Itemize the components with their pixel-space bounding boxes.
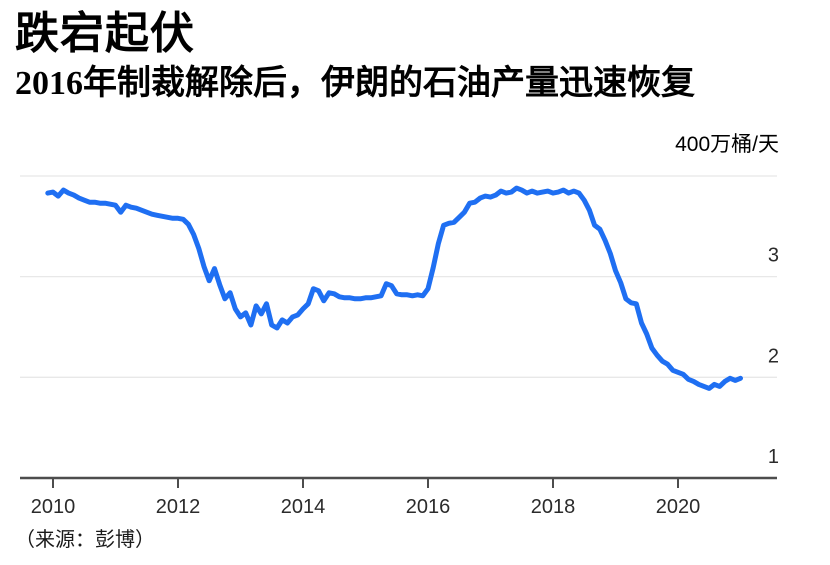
y-axis-tick-label: 3 [768, 245, 779, 267]
x-axis-tick-label: 2014 [281, 496, 326, 518]
y-axis-unit-label: 400万桶/天 [675, 133, 779, 156]
production-line [45, 185, 743, 391]
x-axis-tick-label: 2020 [656, 496, 701, 518]
x-axis-tick-label: 2016 [406, 496, 451, 518]
y-axis-tick-label: 2 [768, 345, 779, 367]
chart-subtitle: 2016年制裁解除后，伊朗的石油产量迅速恢复 [15, 65, 695, 102]
x-axis-tick-label: 2018 [531, 496, 576, 518]
x-axis-tick-label: 2012 [156, 496, 201, 518]
x-axis-tick-label: 2010 [31, 496, 76, 518]
chart-title: 跌宕起伏 [15, 9, 195, 58]
y-axis-tick-label: 1 [768, 446, 779, 468]
chart-source: （来源：彭博） [15, 529, 155, 551]
